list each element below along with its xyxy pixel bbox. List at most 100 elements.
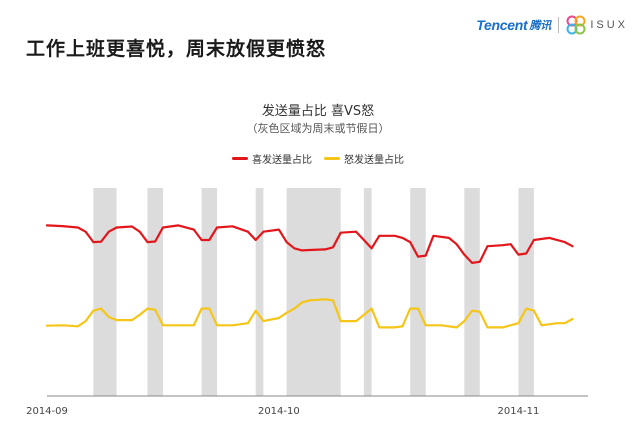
data-point-joy [401, 237, 404, 239]
data-point-joy [138, 230, 141, 233]
data-point-anger [463, 320, 466, 323]
data-point-joy [486, 245, 489, 248]
data-point-joy [262, 230, 265, 233]
data-point-anger [107, 316, 110, 318]
data-point-anger [308, 299, 311, 302]
data-point-joy [548, 237, 551, 239]
data-point-anger [571, 318, 574, 320]
data-point-joy [115, 226, 118, 229]
data-point-joy [370, 247, 373, 250]
data-point-joy [254, 239, 257, 241]
data-point-joy [502, 244, 504, 247]
data-point-joy [231, 225, 234, 228]
data-point-joy [563, 241, 566, 243]
logo-brand-cn: 腾讯 [529, 19, 552, 32]
data-point-anger [324, 298, 327, 301]
x-tick-label: 2014-09 [26, 406, 68, 417]
data-point-anger [540, 324, 543, 327]
data-point-anger [339, 320, 342, 323]
weekend-band [518, 188, 534, 396]
data-point-joy [455, 243, 458, 246]
data-point-anger [146, 307, 149, 310]
data-point-joy [378, 234, 381, 237]
data-point-joy [571, 245, 574, 248]
weekend-band [464, 188, 480, 396]
data-point-joy [471, 261, 473, 264]
data-point-anger [61, 324, 64, 327]
chart-subtitle: （灰色区域为周末或节假日） [246, 122, 390, 135]
data-point-joy [517, 253, 520, 256]
legend-label-anger: 怒发送量占比 [344, 155, 404, 166]
logo-partner: ISUX [590, 19, 628, 31]
data-point-anger [192, 324, 195, 327]
data-point-anger [254, 309, 257, 312]
data-point-anger [517, 322, 520, 325]
data-point-anger [231, 324, 234, 327]
data-point-anger [277, 317, 280, 319]
data-point-anger [370, 307, 373, 310]
data-point-anger [401, 325, 404, 328]
data-point-joy [324, 248, 327, 251]
data-point-joy [77, 226, 79, 229]
data-point-joy [463, 253, 466, 256]
data-point-anger [332, 299, 334, 302]
isux-mark-icon [566, 15, 586, 35]
data-point-anger [138, 313, 141, 316]
legend-swatch-joy [232, 157, 248, 160]
data-point-joy [339, 231, 342, 234]
data-point-joy [355, 230, 358, 233]
data-point-joy [177, 224, 180, 227]
data-point-anger [502, 326, 504, 329]
data-point-joy [154, 240, 157, 243]
data-point-anger [92, 309, 95, 312]
data-point-anger [162, 324, 164, 327]
data-point-joy [247, 230, 249, 233]
logo-brand-en: Tencent [476, 17, 528, 33]
data-point-anger [77, 325, 79, 328]
data-point-anger [393, 326, 396, 329]
data-point-joy [509, 243, 512, 246]
data-point-anger [84, 320, 87, 323]
data-point-anger [154, 308, 157, 311]
data-point-anger [131, 319, 133, 321]
data-point-joy [478, 260, 481, 263]
weekend-band [363, 188, 372, 396]
weekend-band [410, 188, 426, 396]
data-point-anger [177, 324, 180, 327]
data-point-joy [162, 226, 164, 229]
data-point-joy [285, 241, 288, 243]
weekend-band [147, 188, 163, 396]
data-point-joy [308, 249, 311, 251]
data-point-anger [440, 324, 443, 327]
data-point-joy [417, 255, 419, 258]
chart-title: 发送量占比 喜VS怒 [261, 104, 375, 119]
legend-item-anger: 怒发送量占比 [324, 151, 404, 166]
data-point-anger [486, 326, 489, 329]
data-point-joy [409, 241, 412, 243]
data-point-anger [417, 307, 419, 310]
data-point-anger [216, 324, 218, 327]
data-point-joy [100, 240, 102, 243]
x-tick-label: 2014-11 [498, 406, 540, 417]
data-point-anger [247, 322, 249, 325]
data-point-joy [216, 226, 218, 229]
data-point-joy [146, 241, 149, 243]
data-point-anger [293, 307, 296, 310]
data-point-joy [61, 225, 64, 227]
data-point-anger [46, 324, 48, 327]
data-point-anger [478, 310, 481, 313]
data-point-anger [525, 307, 528, 310]
data-point-anger [355, 320, 358, 323]
data-point-joy [46, 224, 48, 227]
slide-title: 工作上班更喜悦，周末放假更愤怒 [26, 38, 327, 60]
data-point-joy [277, 228, 280, 231]
data-point-anger [556, 322, 558, 325]
data-point-joy [84, 230, 87, 233]
series-line-joy [45, 224, 574, 264]
data-point-anger [424, 324, 427, 327]
data-point-anger [455, 326, 458, 329]
data-point-anger [115, 319, 118, 321]
data-point-joy [208, 239, 211, 241]
legend-label-joy: 喜发送量占比 [252, 155, 312, 166]
